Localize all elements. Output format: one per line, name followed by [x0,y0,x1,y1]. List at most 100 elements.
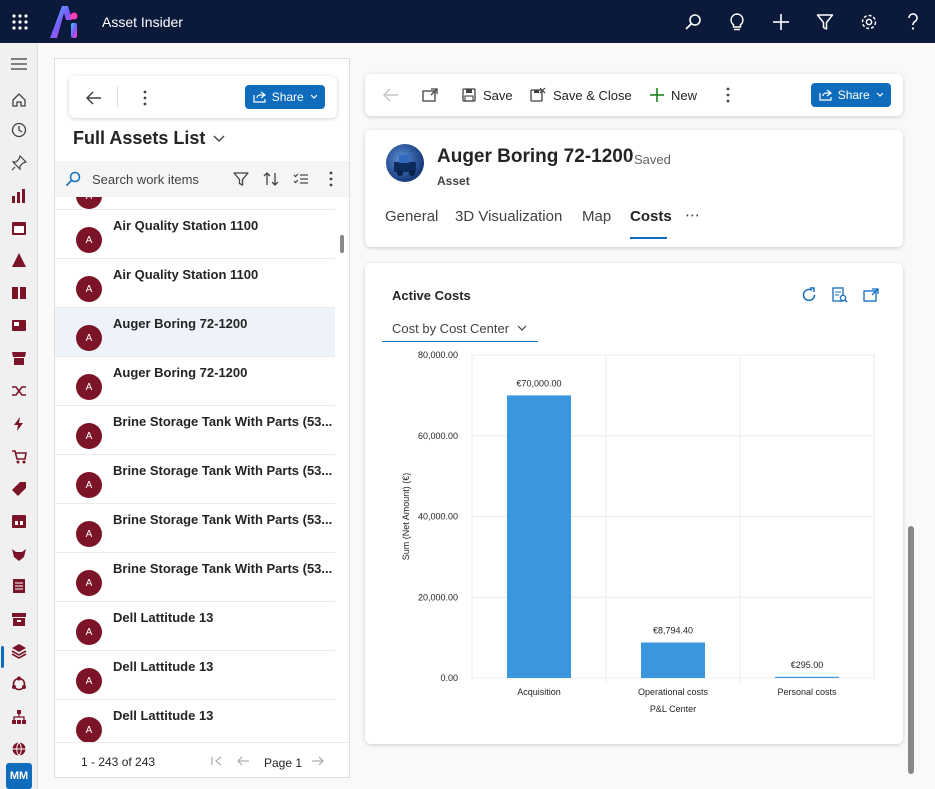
warning-triangle-icon[interactable] [0,246,38,274]
list-item[interactable]: A Dell Lattitude 13 [55,700,335,742]
active-tab-indicator [630,237,667,239]
device-icon[interactable] [0,312,38,340]
list-item[interactable]: A Air Quality Station 1100 [55,210,335,259]
settings-gear-icon[interactable] [847,0,891,43]
hamburger-menu-icon[interactable] [0,50,38,78]
asset-image [386,144,424,182]
left-navigation: MM [0,43,38,789]
fox-icon[interactable] [0,540,38,568]
tab-general[interactable]: General [385,208,439,225]
tag-icon[interactable] [0,475,38,503]
list-scrollbar[interactable] [340,235,344,253]
list-share-button[interactable]: Share [245,85,325,109]
list-item[interactable]: A Auger Boring 72-1200 [55,357,335,406]
x-tick-label: Operational costs [638,687,709,697]
app-title[interactable]: Asset Insider [102,13,183,30]
next-page-icon[interactable] [310,753,326,769]
refresh-icon[interactable] [799,285,819,305]
more-commands-icon[interactable] [726,85,730,105]
form-scrollbar[interactable] [908,526,914,774]
record-title: Auger Boring 72-1200 [437,146,634,167]
archive-box-icon[interactable] [0,605,38,633]
y-tick-label: 40,000.00 [418,512,458,522]
expand-chart-icon[interactable] [861,285,881,305]
back-arrow-icon[interactable] [83,87,105,109]
search-icon[interactable] [64,170,82,188]
list-item[interactable]: A Brine Storage Tank With Parts (53... [55,553,335,602]
x-axis-title: P&L Center [650,704,696,714]
list-item-partial[interactable]: A [55,197,335,210]
record-share-button[interactable]: Share [811,83,891,107]
dashboard-chart-icon[interactable] [0,182,38,210]
tab-costs[interactable]: Costs [630,208,672,225]
cycle-icon[interactable] [0,670,38,698]
costs-title: Active Costs [392,288,471,303]
lightbulb-icon[interactable] [715,0,759,43]
new-button[interactable]: New [650,85,697,105]
hierarchy-icon[interactable] [0,703,38,731]
filter-icon[interactable] [231,169,251,189]
view-records-icon[interactable] [830,285,850,305]
chart-view-label: Cost by Cost Center [392,320,510,336]
home-icon[interactable] [0,86,38,114]
search-icon[interactable] [671,0,715,43]
x-tick-label: Personal costs [777,687,837,697]
bar-personal-costs [775,676,839,678]
list-item[interactable]: A Auger Boring 72-1200 [55,308,335,357]
user-avatar[interactable]: MM [6,763,32,789]
select-list-icon[interactable] [291,169,311,189]
calendar-icon[interactable] [0,214,38,242]
save-icon [462,88,476,102]
tab-map[interactable]: Map [582,208,612,225]
save-close-icon [530,87,546,102]
chevron-down-icon [517,325,527,331]
back-arrow-icon[interactable] [383,85,399,105]
plus-icon [650,88,664,102]
recent-clock-icon[interactable] [0,116,38,144]
filter-icon[interactable] [803,0,847,43]
document-list-icon[interactable] [0,572,38,600]
store-icon[interactable] [0,344,38,372]
shop-icon[interactable] [0,507,38,535]
cost-bar-chart: 0.00 20,000.00 40,000.00 60,000.00 80,000.00… [401,350,875,714]
list-item[interactable]: A Brine Storage Tank With Parts (53... [55,504,335,553]
save-button[interactable]: Save [462,85,513,105]
globe-icon[interactable] [0,735,38,763]
more-tabs-icon[interactable]: ⋯ [685,207,700,224]
cart-icon[interactable] [0,443,38,471]
shuffle-icon[interactable] [0,377,38,405]
more-options-icon[interactable] [137,87,153,109]
list-item[interactable]: A Brine Storage Tank With Parts (53... [55,455,335,504]
open-in-new-window-icon[interactable] [422,85,438,105]
pinned-icon[interactable] [0,149,38,177]
page-number: Page 1 [264,756,303,770]
list-item[interactable]: A Brine Storage Tank With Parts (53... [55,406,335,455]
data-label: €70,000.00 [516,378,561,388]
list-view-selector[interactable]: Full Assets List [73,128,225,149]
avatar: A [76,570,102,596]
new-label: New [671,87,698,103]
chart-view-selector[interactable]: Cost by Cost Center [382,315,538,342]
record-count: 1 - 243 of 243 [81,755,156,769]
book-icon[interactable] [0,279,38,307]
list-item-name: Dell Lattitude 13 [113,659,214,674]
y-tick-label: 20,000.00 [418,592,458,602]
list-item[interactable]: A Dell Lattitude 13 [55,651,335,700]
search-input[interactable]: Search work items [92,171,199,187]
app-launcher-icon[interactable] [0,0,40,43]
help-icon[interactable] [891,0,935,43]
list-item[interactable]: A Dell Lattitude 13 [55,602,335,651]
previous-page-icon[interactable] [235,753,251,769]
first-page-icon[interactable] [209,753,225,769]
avatar: A [76,325,102,351]
assets-layers-icon[interactable] [0,637,38,665]
list-item[interactable]: A Air Quality Station 1100 [55,259,335,308]
list-item-name: Brine Storage Tank With Parts (53... [113,561,333,576]
sort-icon[interactable] [261,169,281,189]
more-options-icon[interactable] [321,169,341,189]
tab-3d-visualization[interactable]: 3D Visualization [455,208,563,225]
lightning-icon[interactable] [0,410,38,438]
save-and-close-button[interactable]: Save & Close [530,85,632,105]
add-icon[interactable] [759,0,803,43]
bar-acquisition [507,395,571,678]
